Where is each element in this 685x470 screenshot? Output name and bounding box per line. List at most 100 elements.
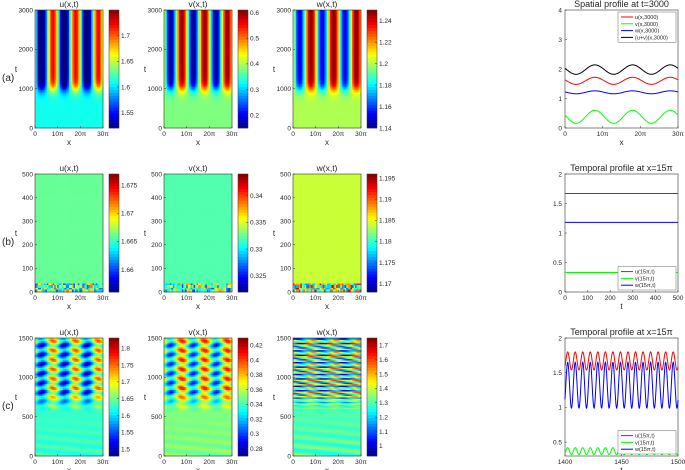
heatmap-cell bbox=[48, 119, 51, 121]
heatmap-cell bbox=[79, 63, 82, 65]
heatmap-cell bbox=[97, 111, 99, 114]
heatmap-cell bbox=[73, 102, 76, 105]
heatmap-cell bbox=[48, 39, 51, 42]
heatmap-cell bbox=[43, 123, 46, 126]
heatmap-cell bbox=[58, 40, 61, 43]
heatmap-cell bbox=[35, 99, 37, 102]
heatmap-cell bbox=[70, 125, 73, 127]
heatmap-cell bbox=[63, 94, 65, 96]
heatmap-cell bbox=[91, 110, 93, 113]
heatmap-cell bbox=[66, 94, 68, 96]
heatmap-cell bbox=[76, 82, 79, 85]
heatmap-cell bbox=[43, 79, 46, 82]
heatmap-cell bbox=[97, 86, 99, 89]
heatmap-cell bbox=[70, 57, 73, 60]
heatmap-cell bbox=[35, 102, 37, 105]
heatmap-cell bbox=[73, 40, 76, 43]
heatmap-cell bbox=[39, 77, 42, 80]
heatmap-cell bbox=[76, 86, 79, 89]
heatmap-cell bbox=[85, 40, 88, 43]
heatmap-cell bbox=[45, 63, 48, 65]
heatmap-cell bbox=[86, 57, 89, 60]
heatmap-cell bbox=[67, 125, 70, 127]
heatmap-cell bbox=[66, 74, 68, 77]
heatmap-cell bbox=[61, 126, 64, 129]
heatmap-cell bbox=[88, 110, 91, 113]
heatmap-cell bbox=[63, 52, 65, 55]
heatmap-cell bbox=[82, 46, 85, 49]
heatmap-cell bbox=[89, 111, 92, 114]
heatmap-cell bbox=[89, 126, 92, 129]
heatmap-cell bbox=[35, 80, 37, 83]
heatmap-cell bbox=[70, 113, 73, 116]
heatmap-cell bbox=[77, 99, 80, 102]
heatmap-cell bbox=[70, 36, 73, 39]
heatmap-cell bbox=[89, 35, 92, 37]
heatmap-cell bbox=[86, 123, 89, 126]
heatmap-title: u(x,t) bbox=[59, 0, 79, 9]
heatmap-cell bbox=[67, 73, 70, 76]
heatmap-cell bbox=[70, 69, 73, 71]
heatmap-cell bbox=[61, 111, 64, 114]
heatmap-cell bbox=[98, 123, 101, 126]
heatmap-cell bbox=[63, 107, 65, 110]
heatmap-cell bbox=[66, 86, 68, 89]
heatmap-cell bbox=[82, 83, 85, 86]
heatmap-cell bbox=[101, 77, 104, 80]
heatmap-cell bbox=[98, 69, 101, 71]
heatmap-cell bbox=[73, 58, 76, 61]
heatmap-cell bbox=[45, 114, 48, 117]
heatmap-cell bbox=[39, 86, 42, 89]
heatmap-cell bbox=[77, 120, 80, 123]
heatmap-cell bbox=[67, 33, 70, 36]
heatmap-cell bbox=[83, 113, 86, 116]
heatmap-cell bbox=[74, 55, 77, 58]
heatmap-cell bbox=[86, 122, 89, 124]
heatmap-cell bbox=[61, 79, 64, 82]
heatmap-cell bbox=[51, 92, 54, 95]
heatmap-cell bbox=[57, 110, 59, 113]
heatmap-cell bbox=[79, 83, 82, 86]
heatmap-cell bbox=[67, 70, 70, 73]
heatmap-cell bbox=[88, 95, 91, 98]
heatmap-cell bbox=[58, 46, 61, 49]
heatmap-cell bbox=[55, 70, 58, 73]
heatmap-cell bbox=[88, 55, 91, 58]
heatmap-cell bbox=[70, 70, 73, 73]
heatmap-cell bbox=[97, 52, 99, 55]
heatmap-cell bbox=[91, 35, 93, 37]
heatmap-cell bbox=[76, 107, 79, 110]
heatmap-cell bbox=[77, 111, 80, 114]
heatmap-cell bbox=[48, 94, 51, 96]
heatmap-cell bbox=[49, 101, 52, 104]
heatmap-cell bbox=[91, 105, 93, 108]
heatmap-cell bbox=[51, 102, 54, 105]
heatmap-cell bbox=[40, 70, 43, 73]
heatmap-cell bbox=[98, 105, 101, 108]
heatmap-cell bbox=[69, 67, 71, 70]
heatmap-cell bbox=[98, 83, 101, 86]
heatmap-cell bbox=[67, 116, 70, 119]
heatmap-cell bbox=[54, 60, 57, 62]
heatmap-cell bbox=[94, 113, 96, 116]
heatmap-cell bbox=[57, 43, 59, 46]
heatmap-cell bbox=[76, 119, 79, 121]
heatmap-cell bbox=[43, 88, 46, 90]
heatmap-cell bbox=[95, 43, 98, 46]
heatmap-cell bbox=[95, 49, 98, 52]
heatmap-cell bbox=[101, 46, 104, 49]
heatmap-cell bbox=[70, 55, 73, 58]
heatmap-cell bbox=[35, 85, 37, 88]
heatmap-cell bbox=[45, 86, 48, 89]
heatmap-cell bbox=[82, 79, 85, 82]
heatmap-cell bbox=[98, 38, 101, 40]
heatmap-cell bbox=[52, 95, 55, 98]
heatmap-cell bbox=[61, 73, 64, 76]
heatmap-cell bbox=[52, 105, 55, 108]
x-tick-label: 0 bbox=[33, 131, 37, 138]
heatmap-cell bbox=[43, 48, 46, 51]
heatmap-cell bbox=[100, 40, 102, 43]
heatmap-cell bbox=[48, 79, 51, 82]
panel-a-1: u(x,t)0 10π 20π 30πx0100020003000t1.551.61.… bbox=[15, 0, 134, 147]
heatmap-cell bbox=[40, 105, 43, 108]
